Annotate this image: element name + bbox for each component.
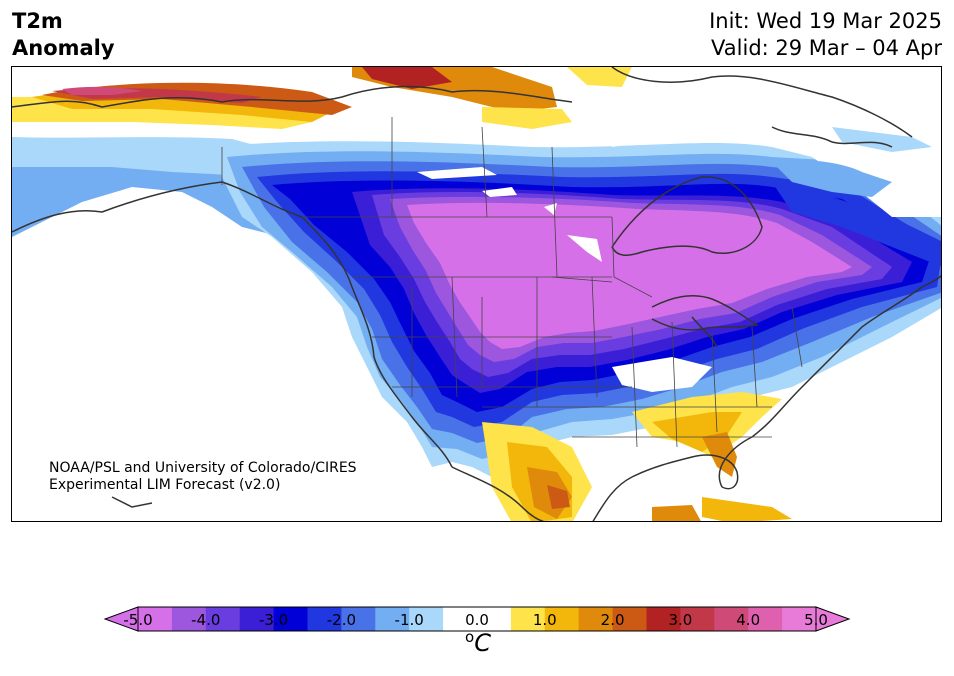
colorbar-cells xyxy=(138,607,817,631)
colorbar-cell xyxy=(578,607,614,631)
colorbar-tick-label: -3.0 xyxy=(258,611,289,629)
anomaly-greenland-yellow xyxy=(567,67,632,87)
colorbar-cell xyxy=(544,607,580,631)
colorbar-cell xyxy=(612,607,647,631)
credit-line-2: Experimental LIM Forecast (v2.0) xyxy=(49,477,281,493)
colorbar-tick-label: -4.0 xyxy=(191,611,221,629)
init-date: Init: Wed 19 Mar 2025 xyxy=(709,9,942,33)
valid-dates: Valid: 29 Mar – 04 Apr xyxy=(711,36,942,60)
colorbar-cell xyxy=(477,607,512,631)
credit-text: NOAA/PSL and University of Colorado/CIRE… xyxy=(49,460,357,494)
colorbar-cell xyxy=(409,607,444,631)
colorbar-cell xyxy=(443,607,478,631)
colorbar-tick-label: 4.0 xyxy=(736,611,761,629)
colorbar-outline xyxy=(137,606,817,632)
anomaly-archipelago-red xyxy=(362,67,452,89)
anomaly-alaska-pale-blue xyxy=(12,137,267,175)
colorbar-cell xyxy=(239,607,275,631)
colorbar-cell xyxy=(510,607,546,631)
colorbar-cell xyxy=(205,607,241,631)
colorbar-tick-label: -1.0 xyxy=(394,611,424,629)
colorbar-tick-label: 1.0 xyxy=(532,611,557,629)
colorbar-tick-label: 3.0 xyxy=(668,611,693,629)
colorbar-cell xyxy=(680,607,715,631)
anomaly-atlantic-blue xyxy=(772,182,941,267)
forecast-dates: Init: Wed 19 Mar 2025 Valid: 29 Mar – 04… xyxy=(709,8,942,62)
anomaly-southeast-gold xyxy=(652,412,742,452)
hole-4 xyxy=(567,235,602,262)
colorbar-cell xyxy=(714,607,749,631)
colorbar-cell xyxy=(273,607,308,631)
unit-degree: o xyxy=(465,628,475,646)
anomaly-baffin-yellow xyxy=(482,107,572,129)
colorbar xyxy=(103,606,851,632)
colorbar-tick-label: 2.0 xyxy=(600,611,625,629)
hole-1 xyxy=(417,167,497,179)
anomaly-caribbean-gold xyxy=(702,497,792,521)
colorbar-cell xyxy=(307,607,342,631)
political-borders xyxy=(221,117,803,448)
colorbar-tick-label: -5.0 xyxy=(123,611,153,629)
colorbar-cell xyxy=(748,607,783,631)
colorbar-cell xyxy=(171,607,207,631)
colorbar-cell xyxy=(782,607,817,631)
map-svg xyxy=(12,67,941,521)
anomaly-yucatan-orange xyxy=(652,505,701,521)
colorbar-cell xyxy=(138,607,173,631)
anomaly-labrador-light xyxy=(772,160,892,197)
anomaly-map xyxy=(11,66,942,522)
chart-title: T2m Anomaly xyxy=(12,8,115,62)
colorbar-cell xyxy=(646,607,681,631)
anomaly-arctic-pink xyxy=(62,86,142,95)
colorbar-tick-label: -2.0 xyxy=(326,611,357,629)
title-line-2: Anomaly xyxy=(12,36,115,60)
anomaly-cold-core xyxy=(407,202,852,349)
anomaly-midatlantic-neutral xyxy=(612,357,712,392)
colorbar-tick-label: 0.0 xyxy=(465,611,489,629)
colorbar-unit: oC xyxy=(465,628,491,657)
title-line-1: T2m xyxy=(12,9,63,33)
colorbar-cell xyxy=(341,607,376,631)
colorbar-cell xyxy=(375,607,410,631)
anomaly-mexico-dark-orange xyxy=(547,485,570,509)
anomaly-florida-orange xyxy=(702,432,737,477)
hole-2 xyxy=(482,187,517,197)
credit-line-1: NOAA/PSL and University of Colorado/CIRE… xyxy=(49,460,357,476)
colorbar-tick-label: 5.0 xyxy=(804,611,828,629)
unit-celsius: C xyxy=(474,629,491,657)
anomaly-labrador-pale xyxy=(832,127,932,152)
coastlines xyxy=(12,67,941,521)
hole-3 xyxy=(544,203,557,215)
